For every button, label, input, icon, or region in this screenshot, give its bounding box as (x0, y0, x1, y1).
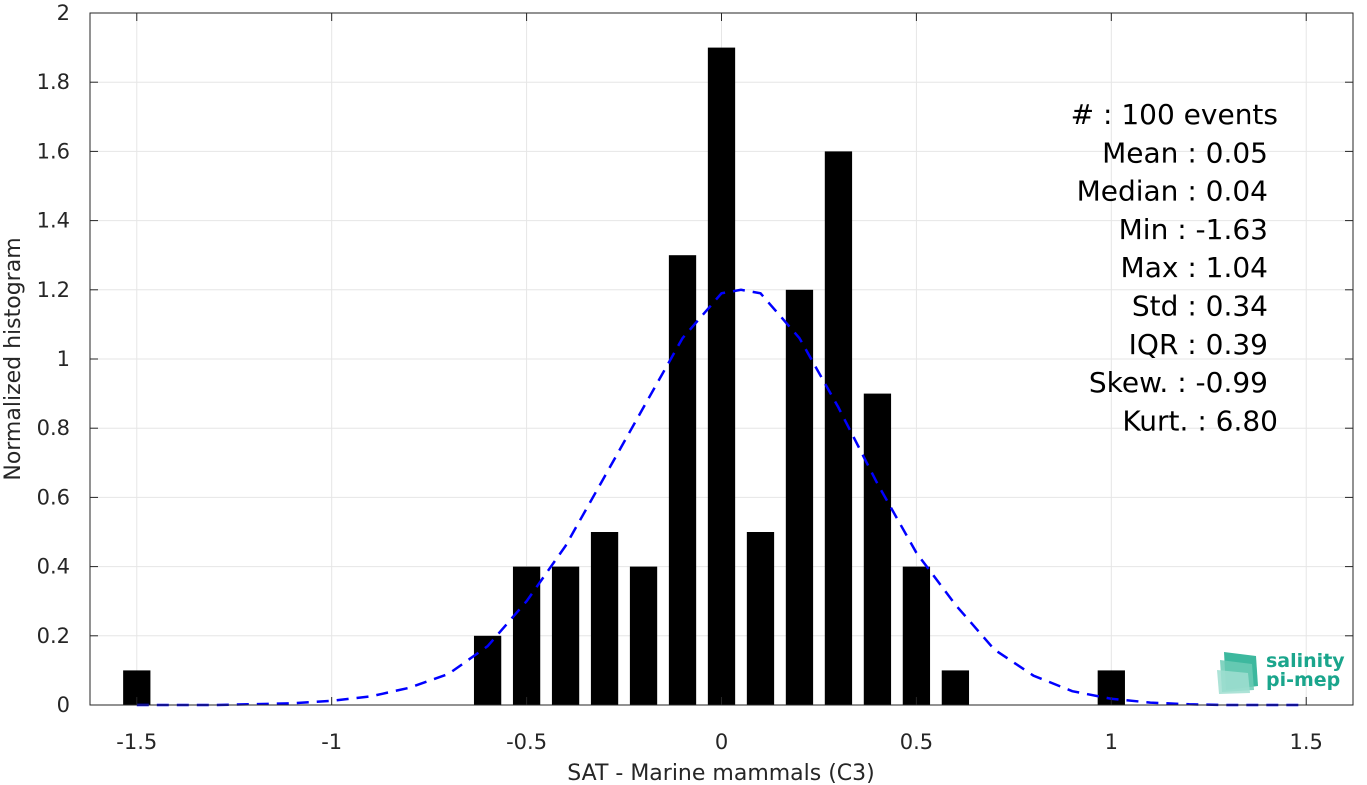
histogram-bar (902, 566, 931, 705)
stat-line: Mean : 0.05 (1102, 136, 1268, 169)
y-tick-label: 2 (57, 1, 70, 25)
histogram-bar (941, 670, 970, 705)
y-tick-label: 0.6 (37, 485, 70, 509)
x-tick-label: -1 (321, 730, 342, 754)
x-tick-label: 0.5 (900, 730, 933, 754)
histogram-bar (590, 532, 619, 705)
x-axis-label: SAT - Marine mammals (C3) (567, 761, 875, 785)
x-tick-label: 0 (715, 730, 728, 754)
histogram-bar (746, 532, 775, 705)
histogram-bar (512, 566, 541, 705)
y-tick-label: 1.2 (37, 278, 70, 302)
histogram-bar (668, 255, 697, 705)
y-axis-ticks: 0 0.2 0.4 0.6 0.8 1 1.2 1.4 1.6 1.8 2 (37, 1, 1353, 717)
stat-line: Kurt. : 6.80 (1122, 404, 1278, 437)
x-tick-label: 1.5 (1290, 730, 1323, 754)
x-tick-label: -0.5 (506, 730, 547, 754)
logo-line-1: salinity (1266, 650, 1345, 672)
gaussian-fit-curve (136, 288, 1307, 707)
y-tick-label: 1.6 (37, 139, 70, 163)
histogram-bar (785, 289, 814, 705)
stat-line: Skew. : -0.99 (1089, 366, 1268, 399)
y-tick-label: 1.4 (37, 209, 70, 233)
x-tick-label: -1.5 (116, 730, 157, 754)
histogram-bar (707, 47, 736, 706)
histogram-bar (863, 393, 892, 705)
y-tick-label: 0.2 (37, 624, 70, 648)
statistics-box: # : 100 events Mean : 0.05 Median : 0.04 Mi… (1071, 98, 1278, 437)
histogram-bar (551, 566, 580, 705)
y-tick-label: 1 (57, 347, 70, 371)
x-axis-ticks: -1.5 -1 -0.5 0 0.5 1 1.5 (116, 13, 1323, 754)
y-tick-label: 0 (57, 693, 70, 717)
histogram-bars (123, 47, 1125, 706)
x-tick-label: 1 (1105, 730, 1118, 754)
stat-line: # : 100 events (1071, 98, 1278, 131)
logo-line-2: pi-mep (1266, 669, 1340, 691)
salinity-waves-icon (1217, 652, 1258, 694)
y-tick-label: 0.8 (37, 416, 70, 440)
y-tick-label: 1.8 (37, 70, 70, 94)
y-axis-label: Normalized histogram (1, 237, 26, 480)
stat-line: Max : 1.04 (1121, 251, 1268, 284)
stat-line: Min : -1.63 (1119, 213, 1268, 246)
histogram-bar (629, 566, 658, 705)
stat-line: Median : 0.04 (1077, 175, 1268, 208)
y-tick-label: 0.4 (37, 555, 70, 579)
stat-line: Std : 0.34 (1132, 290, 1268, 323)
salinity-pi-mep-logo: salinity pi-mep (1217, 650, 1345, 694)
stat-line: IQR : 0.39 (1129, 328, 1268, 361)
histogram-bar (824, 151, 853, 705)
